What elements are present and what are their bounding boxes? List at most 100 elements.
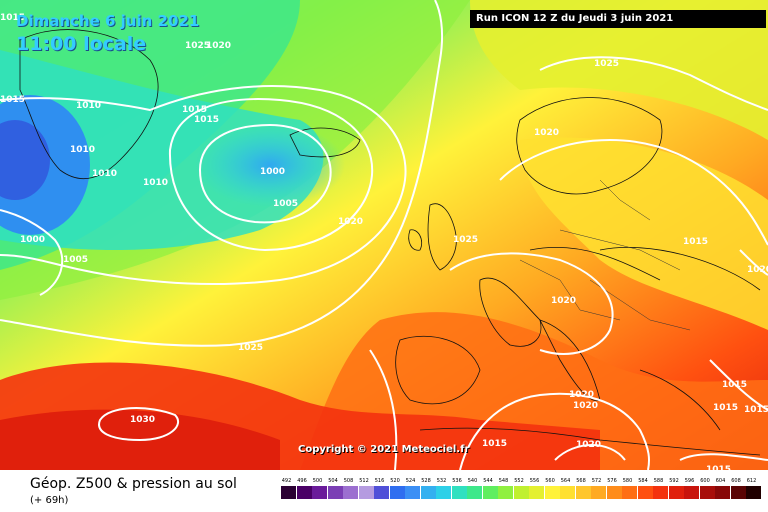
color-scale-tick: 516 [374, 478, 385, 484]
isobar-label: 1015 [744, 405, 768, 415]
isobar-label: 1020 [551, 296, 576, 306]
color-scale-swatch [591, 486, 606, 499]
color-scale-swatch [343, 486, 358, 499]
color-scale-tick: 560 [545, 478, 555, 484]
color-scale-tick: 612 [746, 478, 757, 484]
color-scale-tick: 576 [607, 478, 617, 484]
isobar-label: 1025 [238, 343, 263, 353]
isobar-label: 1005 [63, 255, 88, 265]
color-scale-tick: 544 [483, 478, 493, 484]
color-scale-swatch [684, 486, 699, 499]
isobar-label: 1015 [0, 95, 25, 105]
isobar-label: 1020 [573, 401, 598, 411]
color-scale-swatch [436, 486, 451, 499]
color-scale-swatch [389, 486, 405, 499]
color-scale-swatch [715, 486, 730, 499]
isobar-label: 1015 [182, 105, 207, 115]
color-scale-swatch [451, 486, 467, 499]
color-scale-tick: 528 [421, 478, 431, 484]
color-scale-tick: 524 [405, 478, 416, 484]
low-centre-iceland [195, 123, 345, 207]
color-scale-tick: 592 [669, 478, 679, 484]
forecast-date: Dimanche 6 juin 2021 [16, 12, 200, 30]
color-scale-tick: 564 [560, 478, 571, 484]
color-scale-swatch [529, 486, 544, 499]
legend-footer: Géop. Z500 & pression au sol (+ 69h) 492… [0, 470, 768, 512]
color-scale-swatch [668, 486, 684, 499]
isobar-label: 1020 [206, 41, 231, 51]
color-scale-swatch [606, 486, 622, 499]
isobar-label: 1015 [683, 237, 708, 247]
map-title: Géop. Z500 & pression au sol [30, 476, 237, 492]
color-scale-tick: 604 [715, 478, 726, 484]
isobar-label: 1020 [534, 128, 559, 138]
isobar-label: 1015 [482, 439, 507, 449]
color-scale-tick: 552 [514, 478, 524, 484]
color-scale-tick: 572 [591, 478, 602, 484]
forecast-time: 11:00 locale [16, 33, 147, 55]
yellow-north-band [470, 0, 768, 140]
color-scale-tick: 600 [700, 478, 710, 484]
color-scale-swatch [730, 486, 746, 499]
isobar-labels: 1020 1015 1010 1015 1010 1010 1010 1000 … [0, 13, 768, 470]
isobar-label: 1015 [722, 380, 747, 390]
color-scale-tick: 504 [328, 478, 338, 484]
isobar-label: 1015 [0, 13, 25, 23]
forecast-lead-time: (+ 69h) [30, 495, 69, 506]
color-scale-tick: 596 [684, 478, 695, 484]
map-canvas: 1020 1015 1010 1015 1010 1010 1010 1000 … [0, 0, 768, 470]
color-scale-swatch [699, 486, 715, 499]
yellow-scandinavia-band [520, 137, 768, 330]
isobar-label: 1020 [747, 265, 768, 275]
isobar-label: 1005 [273, 199, 298, 209]
color-scale-swatch [575, 486, 591, 499]
isobar-label: 1000 [20, 235, 45, 245]
isobar-label: 1015 [194, 115, 219, 125]
color-scale-tick: 588 [653, 478, 664, 484]
isobar-label: 1025 [185, 41, 210, 51]
color-scale-tick: 508 [343, 478, 354, 484]
color-scale-swatch [327, 486, 343, 499]
isobar-label: 1000 [260, 167, 285, 177]
color-scale-swatch [374, 486, 389, 499]
isobar-label: 1010 [143, 178, 168, 188]
isobar-label: 1010 [76, 101, 101, 111]
isobar-label: 1020 [576, 440, 601, 450]
color-scale-swatch [560, 486, 575, 499]
color-scale-tick: 520 [390, 478, 400, 484]
isobar-label: 1025 [594, 59, 619, 69]
color-scale-tick: 548 [498, 478, 509, 484]
color-scale-tick: 580 [622, 478, 633, 484]
copyright-text: Copyright © 2021 Meteociel.fr [298, 444, 470, 455]
color-scale-swatch [513, 486, 529, 499]
isobar-label: 1010 [70, 145, 95, 155]
color-scale-swatch [420, 486, 436, 499]
color-scale-tick: 512 [359, 478, 369, 484]
isobar-label: 1020 [338, 217, 363, 227]
color-scale-tick: 492 [281, 478, 292, 484]
isobar-label: 1015 [713, 403, 738, 413]
color-scale-tick: 496 [297, 478, 307, 484]
isobar-label: 1030 [130, 415, 155, 425]
model-run-info: Run ICON 12 Z du Jeudi 3 juin 2021 [470, 10, 766, 28]
isobar-label: 1020 [569, 390, 594, 400]
forecast-map: 1020 1015 1010 1015 1010 1010 1010 1000 … [0, 0, 768, 470]
color-scale-tick: 532 [436, 478, 447, 484]
color-scale-swatch [544, 486, 560, 499]
color-scale-swatch [498, 486, 513, 499]
color-scale-swatch [637, 486, 653, 499]
isobars [0, 0, 768, 470]
color-scale-tick: 536 [452, 478, 462, 484]
isobar-label: 1010 [92, 169, 117, 179]
color-scale-swatch [746, 486, 761, 499]
color-scale-swatch [281, 486, 296, 499]
color-scale-tick: 584 [638, 478, 648, 484]
color-scale-tick: 500 [312, 478, 323, 484]
isobar-label: 1025 [453, 235, 478, 245]
color-scale-tick: 540 [467, 478, 478, 484]
coastlines [19, 29, 761, 456]
color-scale-swatch [467, 486, 482, 499]
color-scale-tick: 608 [731, 478, 741, 484]
isobar-label: 1015 [706, 465, 731, 470]
low-core-west [0, 120, 50, 200]
